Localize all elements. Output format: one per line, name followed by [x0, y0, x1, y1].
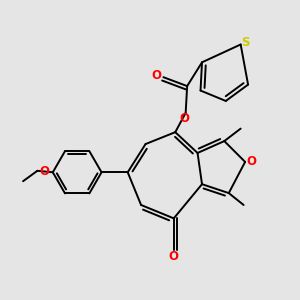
Text: O: O [247, 155, 256, 168]
Text: S: S [241, 36, 249, 49]
Text: O: O [179, 112, 189, 125]
Text: O: O [40, 165, 50, 178]
Text: O: O [152, 69, 162, 82]
Text: O: O [169, 250, 179, 263]
